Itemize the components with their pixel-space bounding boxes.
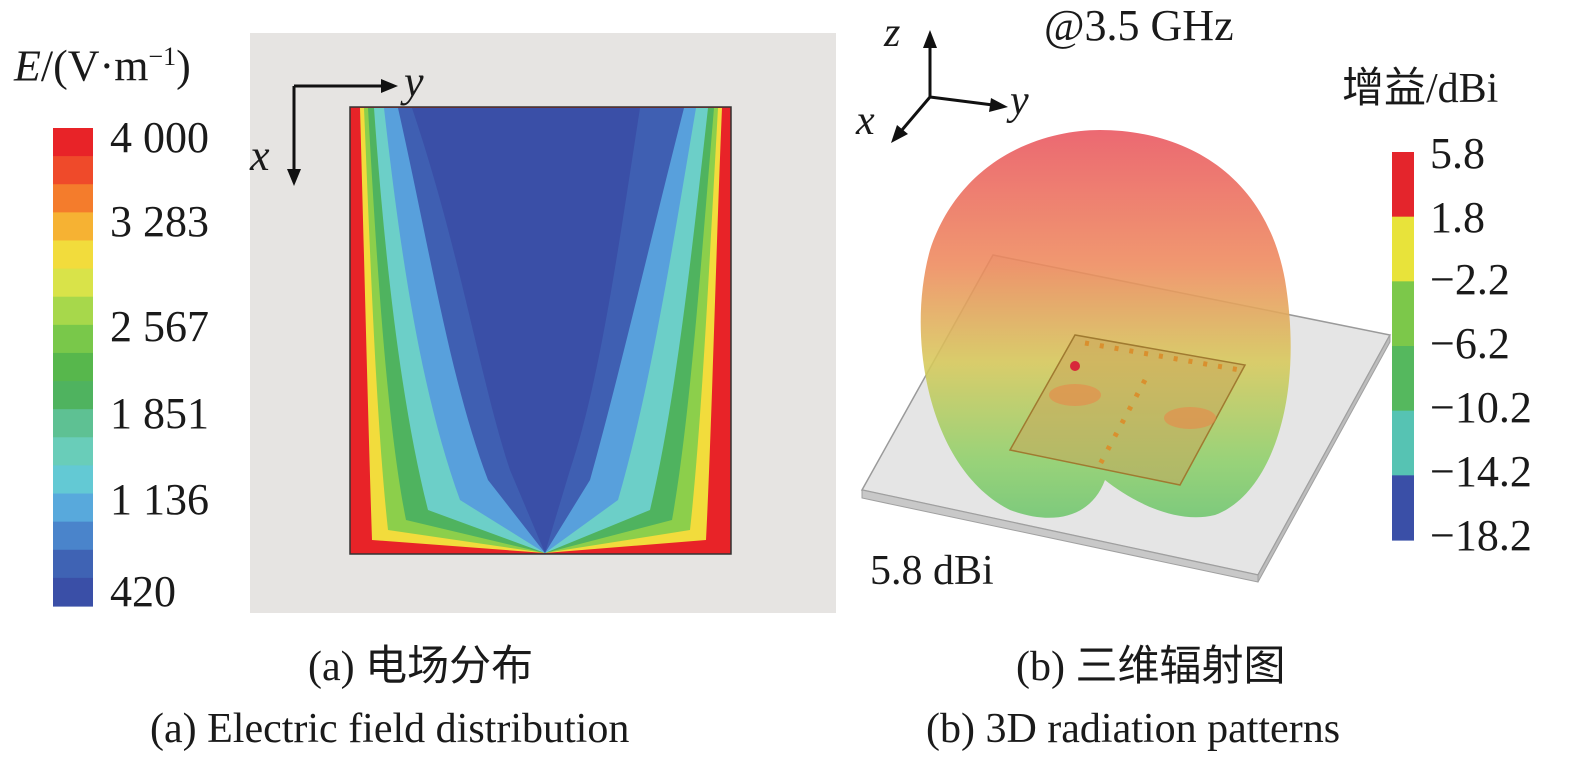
field-legend-swatch — [53, 521, 93, 551]
field-map-border — [349, 106, 732, 555]
field-legend-swatch — [53, 493, 93, 523]
field-legend-swatch — [53, 549, 93, 579]
gain-legend-tick: 5.8 — [1430, 129, 1485, 178]
field-legend-tick: 1 136 — [110, 475, 209, 524]
field-distribution-map — [349, 106, 732, 555]
gain-legend-swatch — [1392, 410, 1414, 476]
caption-a-chinese: (a) 电场分布 — [308, 644, 534, 690]
gain-legend-tick: −6.2 — [1430, 319, 1510, 368]
field-legend-title: E/(V·m−1) — [14, 41, 191, 91]
field-legend-swatch — [53, 184, 93, 213]
field-legend-swatch — [53, 324, 93, 354]
gain-legend-tick: −18.2 — [1430, 511, 1532, 560]
antenna-patch — [1008, 334, 1247, 486]
field-legend-swatch — [53, 268, 93, 298]
field-legend-tick: 3 283 — [110, 197, 209, 246]
gain-legend-title: 增益/dBi — [1342, 66, 1499, 112]
caption-b-chinese: (b) 三维辐射图 — [1016, 644, 1286, 690]
field-legend-swatch — [53, 352, 93, 382]
field-legend-swatch — [53, 409, 93, 438]
gain-legend-swatch — [1392, 216, 1414, 282]
field-legend-swatch — [53, 156, 93, 185]
field-legend-tick: 4 000 — [110, 113, 209, 162]
gain-legend-tick: −2.2 — [1430, 255, 1510, 304]
field-legend-tick: 1 851 — [110, 389, 209, 438]
field-legend-tick: 2 567 — [110, 302, 209, 351]
peak-gain-label: 5.8 dBi — [870, 548, 994, 594]
pattern-axis-y-label: y — [1010, 78, 1029, 124]
field-legend-swatch — [53, 240, 93, 270]
gain-legend-swatch — [1392, 475, 1414, 541]
field-legend-swatch — [53, 212, 93, 242]
gain-legend-tick: −14.2 — [1430, 447, 1532, 496]
gain-legend-tick: −10.2 — [1430, 383, 1532, 432]
caption-a-english: (a) Electric field distribution — [150, 706, 630, 752]
field-region-low — [412, 108, 640, 553]
field-legend-swatch — [53, 296, 93, 326]
field-legend-swatch — [53, 437, 93, 467]
field-legend-swatch — [53, 381, 93, 410]
pattern-axis-z-label: z — [884, 10, 901, 56]
field-legend-tick: 420 — [110, 567, 176, 616]
frequency-label: @3.5 GHz — [1044, 1, 1234, 50]
caption-b-english: (b) 3D radiation patterns — [926, 706, 1341, 752]
gain-legend-tick: 1.8 — [1430, 193, 1485, 242]
pattern-axes-indicator — [891, 30, 1008, 143]
gain-legend-swatch — [1392, 346, 1414, 412]
pattern-axis-x-label: x — [856, 98, 875, 144]
gain-legend-swatch — [1392, 281, 1414, 347]
field-axis-y-label: y — [404, 57, 424, 106]
field-legend-swatch — [53, 128, 93, 157]
field-axes-indicator — [287, 79, 398, 186]
field-legend-colorbar — [53, 128, 93, 607]
gain-legend-swatch — [1392, 152, 1414, 218]
field-legend-swatch — [53, 577, 93, 607]
field-axis-x-label: x — [250, 131, 270, 180]
field-legend-swatch — [53, 465, 93, 495]
gain-legend-colorbar — [1392, 152, 1414, 541]
